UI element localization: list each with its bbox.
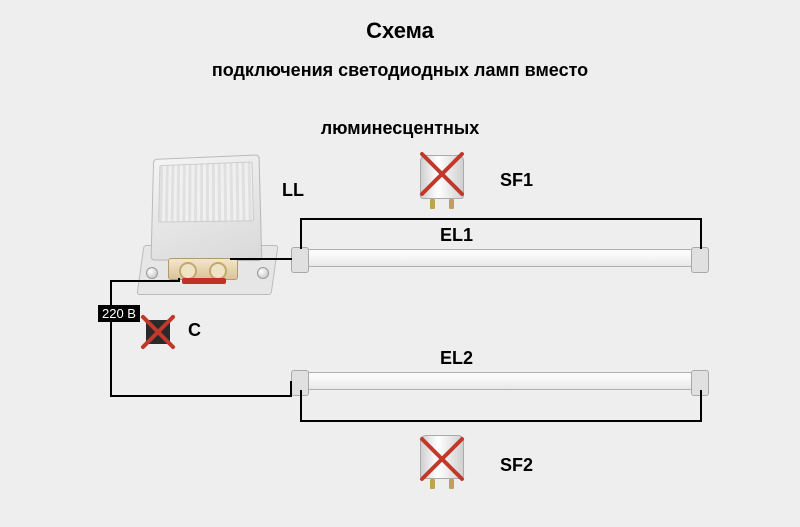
wire: [300, 218, 700, 220]
title-sub1: подключения светодиодных ламп вместо: [0, 60, 800, 81]
ballast-bypass-wire: [182, 278, 226, 284]
wire: [300, 218, 302, 249]
label-sf1: SF1: [500, 170, 533, 191]
wire: [290, 381, 292, 397]
wire: [300, 390, 302, 422]
wire: [110, 280, 112, 397]
label-c: C: [188, 320, 201, 341]
cross-sf1: [418, 150, 466, 198]
label-el1: EL1: [440, 225, 473, 246]
tube-el1: [300, 249, 700, 267]
wire: [300, 420, 700, 422]
tube-el2: [300, 372, 700, 390]
title-sub2: люминесцентных: [0, 118, 800, 139]
cross-sf2: [418, 435, 466, 483]
label-el2: EL2: [440, 348, 473, 369]
title-main: Схема: [0, 18, 800, 44]
label-ll: LL: [282, 180, 304, 201]
wire: [110, 280, 180, 282]
cross-c: [140, 314, 176, 350]
wire: [700, 218, 702, 249]
ballast-ll: [150, 155, 265, 285]
label-220v: 220 В: [98, 305, 140, 322]
wire: [230, 258, 292, 260]
wire: [700, 390, 702, 422]
wire: [110, 395, 292, 397]
label-sf2: SF2: [500, 455, 533, 476]
wire: [178, 278, 180, 282]
